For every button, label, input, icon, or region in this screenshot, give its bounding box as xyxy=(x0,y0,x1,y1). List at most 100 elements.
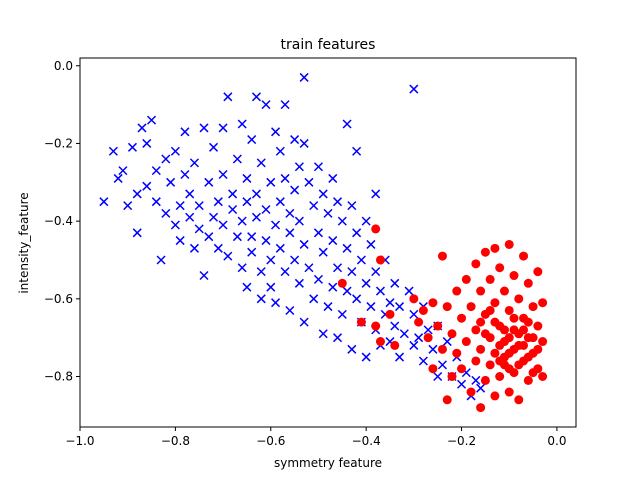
x-marker-point xyxy=(237,263,247,273)
x-marker-point xyxy=(247,135,257,145)
x-marker-point xyxy=(328,236,338,246)
circle-marker-point xyxy=(523,375,533,385)
x-marker-point xyxy=(375,286,385,296)
circle-marker-point xyxy=(371,224,381,234)
x-marker-point xyxy=(323,208,333,218)
x-marker-point xyxy=(285,305,295,316)
circle-marker-point xyxy=(528,302,538,312)
x-tick-label: −0.8 xyxy=(161,434,190,448)
x-marker-point xyxy=(175,236,185,246)
x-marker-point xyxy=(285,228,295,238)
x-marker-point xyxy=(251,189,261,199)
x-marker-point xyxy=(247,232,257,242)
circle-marker-point xyxy=(447,329,457,339)
circle-marker-point xyxy=(538,337,548,347)
x-marker-point xyxy=(347,267,357,277)
x-marker-point xyxy=(151,166,161,176)
x-marker-point xyxy=(232,232,242,242)
x-marker-point xyxy=(309,294,319,304)
x-marker-point xyxy=(333,197,343,207)
x-marker-point xyxy=(333,263,343,273)
circle-marker-point xyxy=(466,387,476,397)
circle-marker-point xyxy=(509,344,519,354)
x-marker-point xyxy=(294,216,304,226)
circle-marker-point xyxy=(457,313,467,323)
x-marker-point xyxy=(127,142,137,152)
x-marker-point xyxy=(180,127,190,137)
x-marker-point xyxy=(194,201,204,211)
x-marker-point xyxy=(218,123,228,133)
x-marker-point xyxy=(204,232,214,242)
x-marker-point xyxy=(228,189,238,199)
x-marker-point xyxy=(457,379,467,389)
circle-marker-point xyxy=(442,302,452,312)
x-marker-point xyxy=(333,333,343,343)
x-marker-point xyxy=(223,251,233,261)
circle-marker-point xyxy=(485,274,495,284)
circle-marker-point xyxy=(504,305,514,315)
circle-marker-point xyxy=(504,387,514,397)
plot-marks xyxy=(99,72,548,413)
x-marker-point xyxy=(347,344,357,354)
x-marker-point xyxy=(352,146,362,156)
x-marker-point xyxy=(361,278,371,288)
x-marker-point xyxy=(261,236,271,246)
circle-marker-point xyxy=(476,344,486,354)
x-tick-label: −0.4 xyxy=(352,434,381,448)
circle-marker-point xyxy=(471,325,481,335)
circle-marker-point xyxy=(418,305,428,315)
circle-marker-point xyxy=(490,391,500,401)
circle-marker-point xyxy=(528,333,538,343)
x-marker-point xyxy=(409,84,419,94)
x-marker-point xyxy=(385,298,395,308)
x-marker-point xyxy=(213,243,223,253)
x-marker-point xyxy=(361,216,371,226)
circle-marker-point xyxy=(490,317,500,327)
x-marker-point xyxy=(237,119,247,129)
x-marker-point xyxy=(428,344,438,354)
x-marker-point xyxy=(290,185,300,195)
x-marker-point xyxy=(118,166,128,176)
x-marker-point xyxy=(390,278,400,288)
circle-marker-point xyxy=(452,348,462,358)
circle-marker-point xyxy=(476,317,486,327)
x-marker-point xyxy=(161,154,171,164)
x-marker-point xyxy=(342,119,352,129)
x-marker-point xyxy=(285,208,295,218)
x-marker-point xyxy=(204,177,214,187)
x-marker-point xyxy=(242,173,252,183)
x-marker-point xyxy=(180,169,190,180)
circle-marker-point xyxy=(523,352,533,362)
x-marker-point xyxy=(142,138,152,148)
circle-marker-point xyxy=(480,329,490,339)
x-marker-point xyxy=(275,243,285,253)
x-marker-point xyxy=(390,321,400,331)
circle-marker-point xyxy=(452,286,462,296)
circle-marker-point xyxy=(337,278,347,288)
x-marker-point xyxy=(437,360,447,370)
x-marker-point xyxy=(151,197,161,207)
x-axis-label: symmetry feature xyxy=(274,456,382,470)
circle-marker-point xyxy=(485,305,495,315)
x-marker-point xyxy=(361,352,371,362)
y-tick-label: 0.0 xyxy=(54,59,73,73)
x-marker-point xyxy=(352,228,362,238)
x-marker-point xyxy=(142,181,152,191)
circle-marker-point xyxy=(480,247,490,257)
x-marker-point xyxy=(371,189,381,199)
x-marker-point xyxy=(166,177,176,187)
circle-marker-point xyxy=(495,372,505,382)
x-marker-point xyxy=(337,216,347,226)
circle-marker-point xyxy=(504,333,514,343)
circle-marker-point xyxy=(480,375,490,385)
x-marker-point xyxy=(247,247,257,257)
x-marker-point xyxy=(294,162,304,172)
circle-marker-point xyxy=(442,395,452,405)
x-marker-point xyxy=(304,263,314,273)
x-marker-point xyxy=(366,302,376,312)
circle-marker-point xyxy=(433,321,443,331)
circle-marker-point xyxy=(485,360,495,370)
x-marker-point xyxy=(271,298,281,308)
y-tick-label: −0.2 xyxy=(44,136,73,150)
x-tick-label: 0.0 xyxy=(547,434,566,448)
